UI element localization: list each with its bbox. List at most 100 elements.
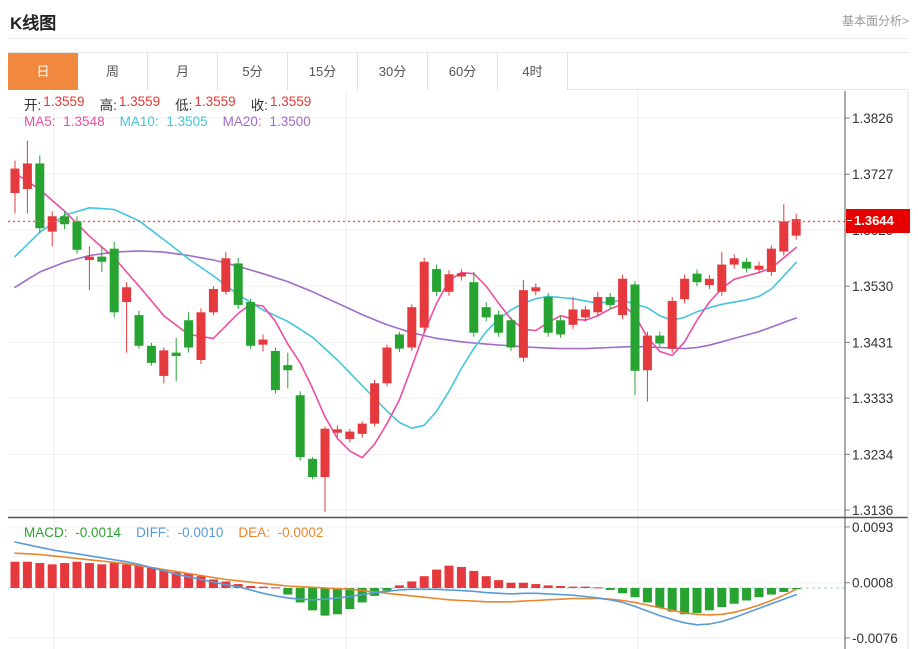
candle-body <box>593 296 603 313</box>
tab-30分[interactable]: 30分 <box>358 53 428 90</box>
ma5-line <box>14 172 798 459</box>
price-tick-1.3826: 1.3826 <box>852 111 893 126</box>
candle-body <box>196 312 206 361</box>
macd-bar <box>394 585 404 588</box>
macd-bar <box>72 561 82 588</box>
price-tick-1.3727: 1.3727 <box>852 167 893 182</box>
macd-bar <box>444 565 454 588</box>
candle-body <box>122 287 132 303</box>
macd-bar <box>208 579 218 588</box>
macd-bar <box>481 576 491 588</box>
macd-bar <box>47 564 57 588</box>
last-price-badge: 1.3644 <box>846 209 910 233</box>
candle-body <box>630 284 640 371</box>
candle-body <box>246 302 256 346</box>
tab-月[interactable]: 月 <box>148 53 218 90</box>
macd-bar <box>246 586 256 588</box>
candle-body <box>332 429 342 433</box>
macd-bar <box>580 586 590 588</box>
macd-bar <box>432 569 442 588</box>
candle-body <box>568 309 578 325</box>
macd-bar <box>605 588 615 590</box>
macd-bar <box>543 585 553 588</box>
candle-body <box>667 300 677 349</box>
candle-body <box>655 335 665 344</box>
candle-body <box>60 216 70 225</box>
tab-周[interactable]: 周 <box>78 53 148 90</box>
macd-tick-0.0093: 0.0093 <box>852 520 893 535</box>
ma10-legend-item: MA10: 1.3505 <box>119 114 208 129</box>
tab-5分[interactable]: 5分 <box>218 53 288 90</box>
macd-bar <box>506 582 516 588</box>
macd-tick-0.0008: 0.0008 <box>852 576 893 591</box>
candle-body <box>146 345 156 363</box>
macd-bar <box>10 561 20 588</box>
diff-legend-item: DIFF: -0.0010 <box>136 525 224 540</box>
widget-header: K线图 基本面分析> <box>0 0 918 38</box>
macd-legend-item: MACD: -0.0014 <box>24 525 122 540</box>
candle-body <box>370 383 380 424</box>
macd-bar <box>692 588 702 613</box>
tab-日[interactable]: 日 <box>8 53 78 90</box>
tab-4时[interactable]: 4时 <box>498 53 568 90</box>
candle-body <box>444 274 454 292</box>
header-divider <box>8 38 908 39</box>
macd-bar <box>419 576 429 588</box>
macd-bar <box>680 588 690 615</box>
macd-bar <box>60 563 70 588</box>
candle-body <box>531 287 541 292</box>
fundamental-analysis-link[interactable]: 基本面分析> <box>841 14 909 28</box>
candle-body <box>97 256 107 262</box>
ohlc-low: 低: 1.3559 <box>175 94 236 113</box>
macd-bar <box>345 588 355 610</box>
candle-body <box>432 269 442 292</box>
macd-bar <box>754 588 764 598</box>
ma-legend: MA5: 1.3548 MA10: 1.3505 MA20: 1.3500 <box>24 114 311 129</box>
macd-bar <box>196 576 206 588</box>
candle-body <box>357 423 367 434</box>
candle-body <box>22 163 32 190</box>
candle-body <box>184 320 194 348</box>
macd-bar <box>742 588 752 601</box>
ma20-legend-item: MA20: 1.3500 <box>222 114 311 129</box>
macd-bar <box>469 570 479 588</box>
tab-60分[interactable]: 60分 <box>428 53 498 90</box>
macd-bar <box>407 581 417 588</box>
ma5-legend-item: MA5: 1.3548 <box>24 114 105 129</box>
ohlc-high: 高: 1.3559 <box>99 94 161 113</box>
ohlc-open: 开: 1.3559 <box>24 94 85 113</box>
macd-bar <box>283 588 293 595</box>
candle-body <box>72 221 82 250</box>
candle-body <box>543 296 553 333</box>
price-tick-1.3431: 1.3431 <box>852 335 893 350</box>
price-tick-1.3234: 1.3234 <box>852 447 894 462</box>
macd-bar <box>494 580 504 588</box>
macd-bar <box>146 567 156 588</box>
candle-body <box>680 278 690 300</box>
candle-body <box>233 263 243 305</box>
candle-body <box>779 221 789 252</box>
candle-body <box>481 307 491 318</box>
candle-body <box>258 339 268 345</box>
macd-bar <box>320 588 330 616</box>
macd-bar <box>84 563 94 588</box>
candle-body <box>556 320 566 335</box>
tab-15分[interactable]: 15分 <box>288 53 358 90</box>
macd-bar <box>655 588 665 608</box>
macd-bar <box>729 588 739 604</box>
badge-tick <box>847 220 852 221</box>
macd-bar <box>22 561 32 588</box>
page-title: K线图 <box>10 14 57 33</box>
candle-body <box>518 290 528 358</box>
candle-body <box>506 320 516 348</box>
macd-bar <box>159 569 169 588</box>
price-tick-1.3136: 1.3136 <box>852 503 893 518</box>
macd-bar <box>184 573 194 588</box>
macd-bar <box>568 586 578 588</box>
candle-body <box>692 273 702 283</box>
macd-bar <box>642 588 652 603</box>
macd-bar <box>35 563 45 588</box>
macd-bar <box>456 566 466 588</box>
